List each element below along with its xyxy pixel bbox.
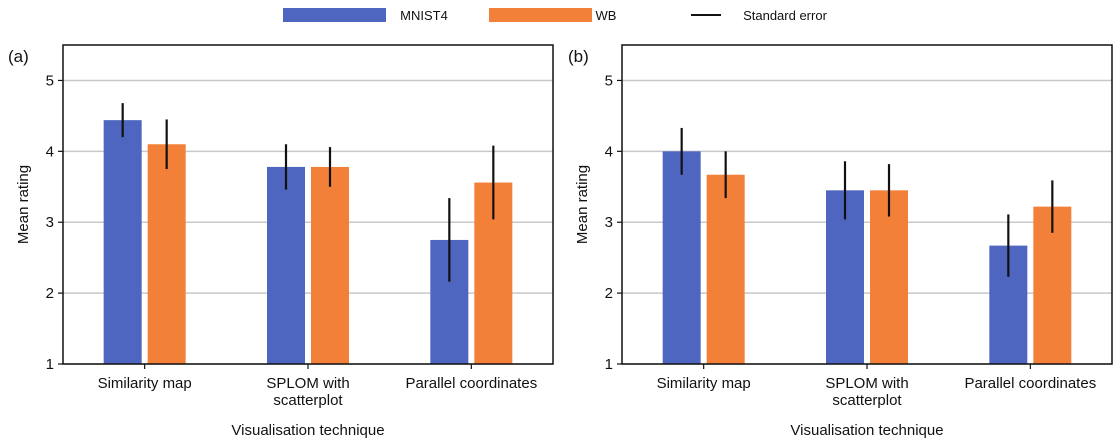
x-axis-label: Visualisation technique bbox=[790, 422, 943, 439]
legend-swatch-mnist4 bbox=[283, 8, 386, 22]
bar-mnist4 bbox=[267, 166, 305, 364]
legend-swatch-wb bbox=[489, 8, 592, 22]
legend-label-wb: WB bbox=[596, 8, 617, 23]
bar-wb bbox=[147, 144, 186, 364]
y-tick-label: 3 bbox=[46, 214, 54, 231]
y-tick-label: 3 bbox=[605, 214, 613, 231]
legend: MNIST4 WB Standard error bbox=[283, 8, 828, 23]
y-tick-label: 4 bbox=[46, 143, 54, 160]
bar-wb bbox=[311, 166, 349, 364]
panel-label: (a) bbox=[8, 47, 29, 66]
legend-label-standard-error: Standard error bbox=[743, 8, 827, 23]
legend-label-mnist4: MNIST4 bbox=[400, 8, 448, 23]
bar-mnist4 bbox=[103, 120, 142, 365]
panel-label: (b) bbox=[568, 47, 589, 66]
panel-b: (b) 1 2 3 4 5 Similarity map SPLOM with scatterp… bbox=[568, 44, 1113, 439]
y-axis-label: Mean rating bbox=[574, 165, 591, 244]
y-tick-label: 2 bbox=[46, 285, 54, 302]
plot-frame bbox=[62, 44, 554, 365]
bar-mnist4 bbox=[662, 151, 701, 364]
x-axis-label: Visualisation technique bbox=[231, 422, 384, 439]
y-tick-label: 1 bbox=[46, 356, 54, 373]
x-tick-label: SPLOM with scatterplot bbox=[825, 375, 908, 409]
y-tick-label: 5 bbox=[605, 72, 613, 89]
x-tick-label: Parallel coordinates bbox=[964, 375, 1096, 392]
plot-frame bbox=[621, 44, 1113, 365]
y-tick-label: 4 bbox=[605, 143, 613, 160]
x-tick-label: Similarity map bbox=[98, 375, 192, 392]
x-tick-label: Parallel coordinates bbox=[405, 375, 537, 392]
x-tick-label: Similarity map bbox=[657, 375, 751, 392]
bar-wb bbox=[706, 174, 745, 364]
bar-wb bbox=[870, 190, 908, 364]
y-tick-label: 5 bbox=[46, 72, 54, 89]
y-tick-label: 2 bbox=[605, 285, 613, 302]
x-tick-label: SPLOM with scatterplot bbox=[266, 375, 349, 409]
y-axis-label: Mean rating bbox=[15, 165, 32, 244]
panel-a: (a) 1 2 3 4 5 Similarity map SPLOM with scatterp… bbox=[8, 44, 554, 439]
y-tick-label: 1 bbox=[605, 356, 613, 373]
